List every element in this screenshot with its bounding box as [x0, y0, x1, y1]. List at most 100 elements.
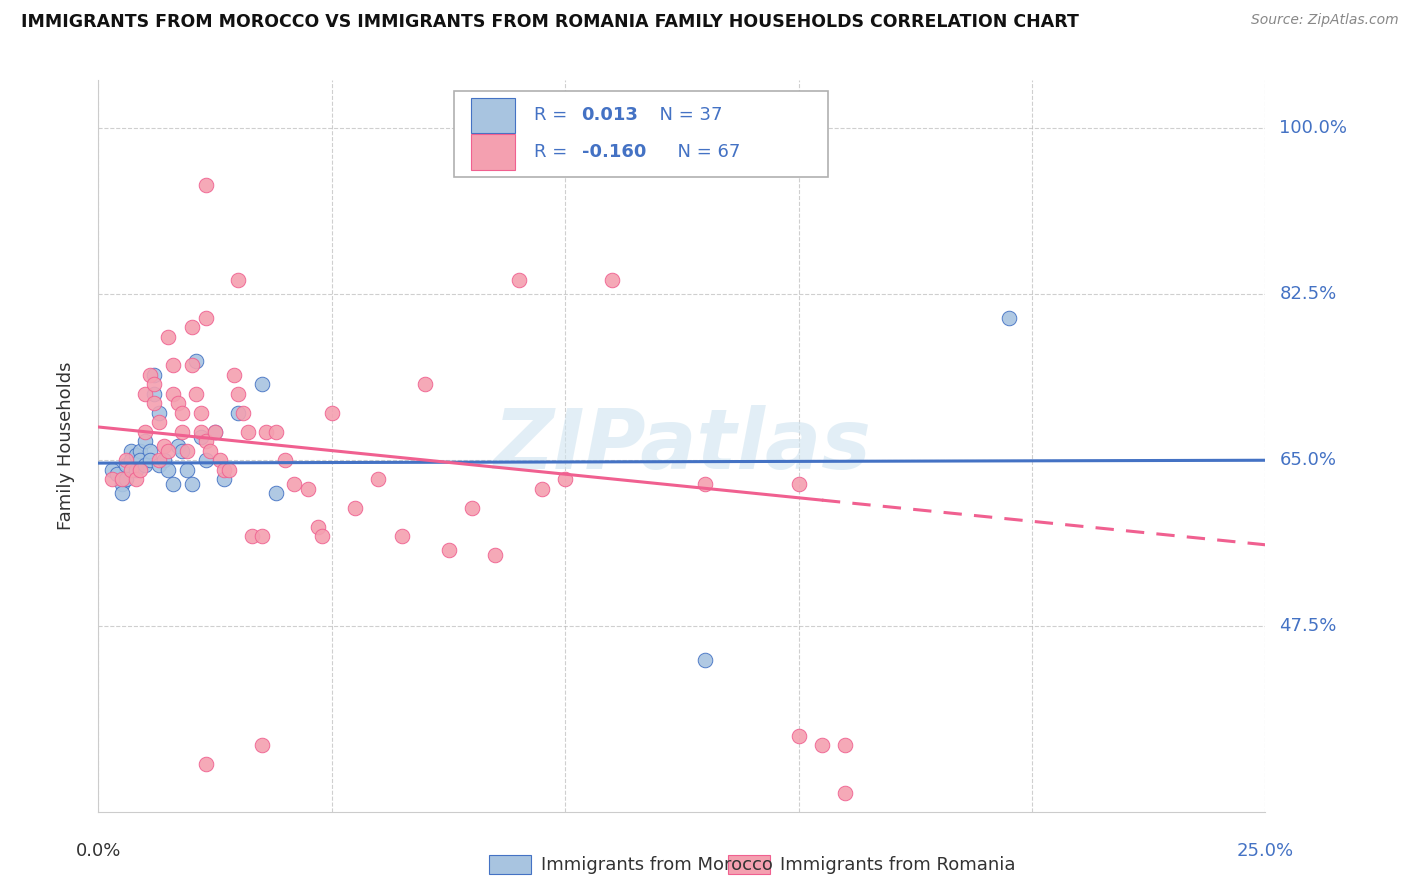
Point [134, 458, 156, 472]
Point [600, 273, 623, 287]
Point [186, 386, 208, 401]
Point [120, 443, 142, 458]
Point [321, 406, 343, 420]
Text: IMMIGRANTS FROM MOROCCO VS IMMIGRANTS FROM ROMANIA FAMILY HOUSEHOLDS CORRELATION: IMMIGRANTS FROM MOROCCO VS IMMIGRANTS FR… [21, 13, 1078, 31]
Point [530, 482, 553, 496]
Point [129, 453, 152, 467]
Point [194, 453, 217, 467]
Y-axis label: Family Households: Family Households [56, 362, 75, 530]
Point [139, 453, 162, 467]
Text: 82.5%: 82.5% [1279, 285, 1337, 303]
Point [186, 353, 208, 368]
Point [204, 425, 226, 439]
Point [172, 406, 194, 420]
Point [172, 425, 194, 439]
Text: R =: R = [534, 106, 572, 124]
Text: 25.0%: 25.0% [1237, 842, 1294, 860]
Point [554, 472, 576, 486]
Point [162, 477, 184, 491]
Bar [471, 98, 515, 133]
Point [190, 429, 212, 443]
Point [307, 520, 329, 534]
Point [250, 529, 273, 543]
Point [204, 425, 226, 439]
Point [125, 449, 148, 463]
Point [143, 396, 166, 410]
Point [283, 477, 305, 491]
Point [834, 786, 856, 800]
Point [120, 453, 142, 467]
Point [148, 406, 170, 420]
Bar [489, 855, 531, 874]
Point [228, 273, 250, 287]
Point [125, 463, 148, 477]
Point [274, 453, 297, 467]
Point [834, 738, 856, 752]
Point [176, 443, 198, 458]
Point [297, 482, 319, 496]
Point [101, 463, 124, 477]
Point [214, 472, 236, 486]
Text: Immigrants from Romania: Immigrants from Romania [780, 856, 1015, 874]
Point [228, 386, 250, 401]
Text: 0.013: 0.013 [582, 106, 638, 124]
Point [139, 443, 162, 458]
Text: N = 37: N = 37 [648, 106, 723, 124]
Point [508, 273, 530, 287]
Point [120, 463, 142, 477]
Point [214, 463, 236, 477]
Point [344, 500, 367, 515]
Point [152, 453, 174, 467]
Point [228, 406, 250, 420]
Point [129, 463, 152, 477]
Point [997, 310, 1019, 325]
Point [176, 463, 198, 477]
Point [811, 738, 834, 752]
Point [166, 396, 188, 410]
Point [194, 178, 217, 192]
Point [256, 425, 278, 439]
Text: 47.5%: 47.5% [1279, 617, 1337, 635]
Point [166, 439, 188, 453]
Point [134, 434, 156, 449]
Point [311, 529, 333, 543]
Point [148, 458, 170, 472]
Text: Source: ZipAtlas.com: Source: ZipAtlas.com [1251, 13, 1399, 28]
Text: ZIPatlas: ZIPatlas [494, 406, 870, 486]
Point [134, 386, 156, 401]
Point [148, 415, 170, 429]
Point [143, 377, 166, 392]
Text: -0.160: -0.160 [582, 143, 645, 161]
Point [461, 500, 484, 515]
Point [157, 463, 180, 477]
Point [111, 472, 134, 486]
Point [264, 425, 287, 439]
Text: Immigrants from Morocco: Immigrants from Morocco [541, 856, 773, 874]
Point [264, 486, 287, 500]
Point [115, 458, 138, 472]
Point [218, 463, 240, 477]
Point [152, 439, 174, 453]
Point [148, 453, 170, 467]
Point [129, 443, 152, 458]
Text: N = 67: N = 67 [665, 143, 740, 161]
Point [194, 434, 217, 449]
Point [101, 472, 124, 486]
Point [111, 486, 134, 500]
Point [484, 548, 506, 562]
Point [134, 425, 156, 439]
Point [111, 477, 134, 491]
Bar [728, 855, 770, 874]
Point [413, 377, 436, 392]
Point [157, 330, 180, 344]
Point [115, 472, 138, 486]
Point [367, 472, 389, 486]
Point [180, 320, 202, 334]
Point [208, 453, 231, 467]
Point [190, 425, 212, 439]
Point [143, 386, 166, 401]
FancyBboxPatch shape [454, 90, 828, 177]
Point [194, 757, 217, 772]
Text: R =: R = [534, 143, 572, 161]
Point [232, 406, 254, 420]
